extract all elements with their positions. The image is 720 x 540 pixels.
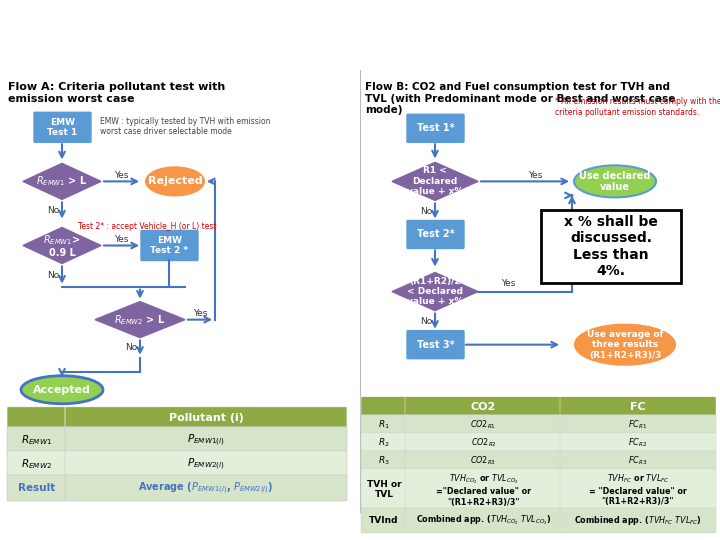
Ellipse shape: [575, 325, 675, 364]
Polygon shape: [23, 227, 101, 264]
Text: Test 2* : accept Vehicle_H (or L) test: Test 2* : accept Vehicle_H (or L) test: [78, 222, 217, 231]
Text: Combined app. ($TVH_{CO_2}$ $TVL_{CO_2}$): Combined app. ($TVH_{CO_2}$ $TVL_{CO_2}$…: [415, 514, 552, 527]
Text: Combined app. ($TVH_{FC}$ $TVL_{FC}$): Combined app. ($TVH_{FC}$ $TVL_{FC}$): [574, 514, 702, 527]
Text: $P_{EMW2(i)}$: $P_{EMW2(i)}$: [187, 456, 225, 471]
FancyBboxPatch shape: [361, 451, 407, 471]
Text: Use average of
three results
(R1+R2+R3)/3: Use average of three results (R1+R2+R3)/…: [587, 330, 663, 360]
Polygon shape: [392, 273, 478, 310]
FancyBboxPatch shape: [560, 433, 716, 453]
Text: Flow A: Criteria pollutant test with
emission worst case: Flow A: Criteria pollutant test with emi…: [8, 82, 225, 104]
Text: Yes: Yes: [501, 279, 516, 288]
FancyBboxPatch shape: [560, 415, 716, 435]
Text: Average ($P_{EMW1(i)}$, $P_{EMW2(i)}$): Average ($P_{EMW1(i)}$, $P_{EMW2(i)}$): [138, 480, 274, 496]
Text: TVInd: TVInd: [369, 516, 399, 525]
Text: Pollutant (i): Pollutant (i): [168, 413, 243, 423]
Ellipse shape: [574, 165, 656, 198]
Text: Yes: Yes: [114, 235, 128, 244]
FancyBboxPatch shape: [405, 397, 562, 417]
FancyBboxPatch shape: [541, 211, 681, 282]
FancyBboxPatch shape: [65, 451, 347, 477]
Text: Flow B: CO2 and Fuel consumption test for TVH and
TVL (with Predominant mode or : Flow B: CO2 and Fuel consumption test fo…: [365, 82, 675, 116]
Text: $FC_{R2}$: $FC_{R2}$: [629, 436, 647, 449]
Text: EMW : typically tested by TVH with emission
worst case driver selectable mode: EMW : typically tested by TVH with emiss…: [100, 117, 271, 136]
Text: EMW
Test 1: EMW Test 1: [48, 118, 78, 137]
Text: No: No: [125, 343, 137, 352]
FancyBboxPatch shape: [407, 114, 464, 143]
Text: $R_{EMW2}$: $R_{EMW2}$: [22, 457, 53, 471]
Text: $CO2_{R3}$: $CO2_{R3}$: [470, 455, 497, 467]
Text: * All emission results must comply with the
criteria pollutant emission standard: * All emission results must comply with …: [555, 97, 720, 117]
Text: Test 2*: Test 2*: [417, 230, 454, 239]
Text: Test 1*: Test 1*: [417, 123, 454, 133]
Text: No: No: [47, 206, 59, 215]
Text: $R_{EMW1}$: $R_{EMW1}$: [22, 433, 53, 447]
FancyBboxPatch shape: [65, 475, 347, 501]
FancyBboxPatch shape: [7, 407, 67, 429]
Text: $FC_{R3}$: $FC_{R3}$: [629, 455, 647, 467]
Text: $R_1$: $R_1$: [378, 418, 390, 431]
FancyBboxPatch shape: [405, 451, 562, 471]
Text: $P_{EMW1(i)}$: $P_{EMW1(i)}$: [187, 432, 225, 448]
FancyBboxPatch shape: [7, 475, 67, 501]
Text: R1 <
Declared
value + x%: R1 < Declared value + x%: [407, 166, 463, 196]
Text: Accepted: Accepted: [33, 384, 91, 395]
Text: Rejected: Rejected: [148, 177, 202, 186]
Text: (R1+R2)/2
< Declared
value + x%: (R1+R2)/2 < Declared value + x%: [407, 276, 463, 307]
Text: $TVH_{CO_2}$ or $TVL_{CO_2}$
="Declared value" or
"(R1+R2+R3)/3": $TVH_{CO_2}$ or $TVL_{CO_2}$ ="Declared …: [436, 472, 531, 507]
FancyBboxPatch shape: [405, 508, 562, 533]
Text: $R_{EMW1}$>
0.9 L: $R_{EMW1}$> 0.9 L: [43, 233, 81, 258]
FancyBboxPatch shape: [361, 469, 407, 510]
Text: Yes: Yes: [528, 171, 542, 180]
Text: No: No: [420, 207, 432, 216]
FancyBboxPatch shape: [65, 407, 347, 429]
Text: $R_2$: $R_2$: [378, 436, 390, 449]
Text: $CO2_{R1}$: $CO2_{R1}$: [470, 418, 497, 431]
Text: $R_{EMW1}$ > L: $R_{EMW1}$ > L: [37, 174, 88, 188]
FancyBboxPatch shape: [407, 220, 464, 248]
FancyBboxPatch shape: [65, 427, 347, 453]
Polygon shape: [95, 302, 185, 338]
FancyBboxPatch shape: [405, 469, 562, 510]
Text: EMW
Test 2 *: EMW Test 2 *: [150, 236, 189, 255]
Text: TVH or
TVL: TVH or TVL: [366, 480, 401, 499]
Text: Use declared
value: Use declared value: [580, 171, 651, 192]
Text: No: No: [420, 317, 432, 326]
Ellipse shape: [146, 167, 204, 195]
Text: Result: Result: [19, 483, 55, 493]
FancyBboxPatch shape: [7, 451, 67, 477]
Ellipse shape: [21, 376, 103, 404]
FancyBboxPatch shape: [361, 397, 407, 417]
Text: $TVH_{FC}$ or $TVL_{FC}$
= "Declared value" or
"(R1+R2+R3)/3": $TVH_{FC}$ or $TVL_{FC}$ = "Declared val…: [589, 472, 687, 506]
Text: $FC_{R1}$: $FC_{R1}$: [629, 418, 647, 431]
FancyBboxPatch shape: [34, 112, 91, 143]
FancyBboxPatch shape: [7, 427, 67, 453]
FancyBboxPatch shape: [407, 330, 464, 359]
Text: x % shall be
discussed.
Less than
4%.: x % shall be discussed. Less than 4%.: [564, 215, 658, 278]
FancyBboxPatch shape: [405, 415, 562, 435]
FancyBboxPatch shape: [361, 433, 407, 453]
FancyBboxPatch shape: [560, 469, 716, 510]
Text: Yes: Yes: [193, 309, 207, 318]
FancyBboxPatch shape: [361, 508, 407, 533]
FancyBboxPatch shape: [361, 415, 407, 435]
FancyBboxPatch shape: [405, 433, 562, 453]
FancyBboxPatch shape: [560, 508, 716, 533]
Text: $R_3$: $R_3$: [378, 455, 390, 467]
Text: $R_{EMW2}$ > L: $R_{EMW2}$ > L: [114, 313, 166, 327]
FancyBboxPatch shape: [560, 451, 716, 471]
Text: Flow chart A,B: Flow chart A,B: [148, 21, 399, 50]
Text: $CO2_{R2}$: $CO2_{R2}$: [470, 436, 497, 449]
Polygon shape: [392, 163, 478, 200]
Text: Test 3*: Test 3*: [417, 340, 454, 350]
Text: CO2: CO2: [471, 402, 496, 412]
Text: WLTP-08-31e: WLTP-08-31e: [485, 23, 667, 47]
Text: FC: FC: [630, 402, 646, 412]
Text: Yes: Yes: [114, 171, 128, 180]
FancyBboxPatch shape: [560, 397, 716, 417]
FancyBboxPatch shape: [141, 231, 198, 260]
Polygon shape: [23, 164, 101, 199]
Text: No: No: [47, 271, 59, 280]
